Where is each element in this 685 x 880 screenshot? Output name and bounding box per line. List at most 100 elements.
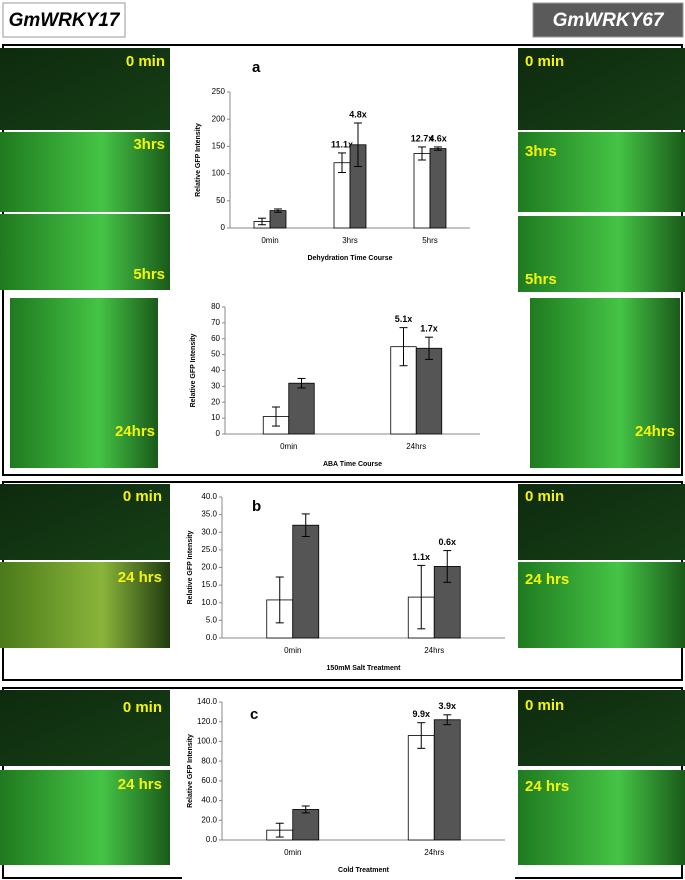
fold-change-label: 4.8x: [349, 109, 367, 119]
x-tick-label: 24hrs: [406, 442, 426, 451]
bar: [288, 382, 315, 435]
bar: [292, 809, 320, 841]
fold-change-label: 3.9x: [438, 701, 456, 711]
image-label: 0 min: [525, 53, 564, 70]
panel-letter: a: [252, 59, 261, 76]
y-tick-label: 20.0: [201, 563, 217, 572]
plot-background: [182, 487, 515, 678]
image-label: 0 min: [123, 488, 162, 505]
y-tick-label: 60.0: [201, 776, 217, 785]
header-box: [2, 2, 126, 38]
gfp-image: [530, 298, 680, 468]
y-tick-label: 250: [212, 87, 226, 96]
gfp-image: [0, 48, 170, 130]
image-label: 24 hrs: [525, 571, 569, 588]
x-tick-label: 24hrs: [424, 646, 444, 655]
y-tick-label: 40.0: [201, 492, 217, 501]
gfp-image: [518, 216, 685, 292]
y-tick-label: 80: [211, 302, 220, 311]
bar: [415, 347, 443, 435]
gfp-image: [518, 484, 685, 560]
panel-letter: b: [252, 498, 261, 515]
y-tick-label: 40: [211, 366, 220, 375]
header-left: GmWRKY17: [9, 10, 121, 31]
bar: [407, 735, 435, 841]
fold-change-label: 0.6x: [438, 537, 456, 547]
y-axis-label: Relative GFP Intensity: [195, 123, 202, 197]
bar: [292, 524, 320, 639]
y-tick-label: 30.0: [201, 527, 217, 536]
gfp-image: [518, 690, 685, 766]
y-tick-label: 40.0: [201, 796, 217, 805]
x-axis-label: ABA Time Course: [323, 461, 382, 468]
image-label: 24 hrs: [118, 776, 162, 793]
y-tick-label: 50: [216, 196, 225, 205]
gfp-image: [0, 214, 170, 290]
y-tick-label: 20: [211, 397, 220, 406]
y-axis-label: Relative GFP Intensity: [187, 734, 194, 808]
y-tick-label: 70: [211, 318, 220, 327]
y-tick-label: 15.0: [201, 580, 217, 589]
gfp-image: [518, 132, 685, 212]
gfp-image: [0, 132, 170, 212]
y-tick-label: 30: [211, 381, 220, 390]
gfp-image: [0, 690, 170, 766]
bar: [429, 148, 447, 229]
fold-change-label: 12.7x: [411, 133, 434, 143]
fold-change-label: 9.9x: [412, 709, 430, 719]
y-tick-label: 150: [212, 142, 226, 151]
panel-letter: c: [250, 706, 258, 723]
gfp-image: [0, 562, 170, 648]
image-label: 24 hrs: [525, 778, 569, 795]
x-axis-label: Dehydration Time Course: [307, 255, 392, 262]
image-label: 0 min: [525, 697, 564, 714]
gfp-image: [518, 770, 685, 865]
header-box: [532, 2, 684, 38]
y-tick-label: 60: [211, 334, 220, 343]
bar: [269, 210, 287, 229]
y-tick-label: 5.0: [206, 615, 218, 624]
image-label: 24 hrs: [118, 569, 162, 586]
y-tick-label: 140.0: [197, 697, 218, 706]
y-tick-label: 0: [216, 429, 221, 438]
x-tick-label: 3hrs: [342, 236, 358, 245]
gfp-image: [0, 770, 170, 865]
y-tick-label: 25.0: [201, 545, 217, 554]
x-tick-label: 5hrs: [422, 236, 438, 245]
gfp-image: [518, 562, 685, 648]
plot-background: [182, 692, 515, 880]
gfp-image: [0, 484, 170, 560]
x-tick-label: 0min: [284, 646, 301, 655]
gfp-image: [518, 48, 685, 130]
x-tick-label: 0min: [261, 236, 278, 245]
image-label: 0 min: [123, 699, 162, 716]
x-tick-label: 0min: [280, 442, 297, 451]
y-tick-label: 0: [221, 223, 226, 232]
y-tick-label: 0.0: [206, 835, 218, 844]
bar: [413, 153, 431, 229]
image-label: 3hrs: [133, 136, 165, 153]
y-tick-label: 50: [211, 350, 220, 359]
x-axis-label: Cold Treatment: [338, 867, 390, 874]
fold-change-label: 4.6x: [429, 133, 447, 143]
fold-change-label: 1.7x: [420, 324, 438, 334]
plot-background: [185, 297, 490, 474]
y-tick-label: 100.0: [197, 737, 218, 746]
y-tick-label: 120.0: [197, 717, 218, 726]
y-tick-label: 10.0: [201, 598, 217, 607]
y-tick-label: 80.0: [201, 756, 217, 765]
y-tick-label: 200: [212, 114, 226, 123]
image-label: 0 min: [525, 488, 564, 505]
x-axis-label: 150mM Salt Treatment: [327, 665, 402, 672]
image-label: 24hrs: [115, 423, 155, 440]
x-tick-label: 0min: [284, 848, 301, 857]
image-label: 0 min: [126, 53, 165, 70]
fold-change-label: 1.1x: [412, 552, 430, 562]
y-tick-label: 10: [211, 413, 220, 422]
y-axis-label: Relative GFP Intensity: [190, 334, 197, 408]
image-label: 3hrs: [525, 143, 557, 160]
y-tick-label: 35.0: [201, 510, 217, 519]
gfp-image: [10, 298, 158, 468]
